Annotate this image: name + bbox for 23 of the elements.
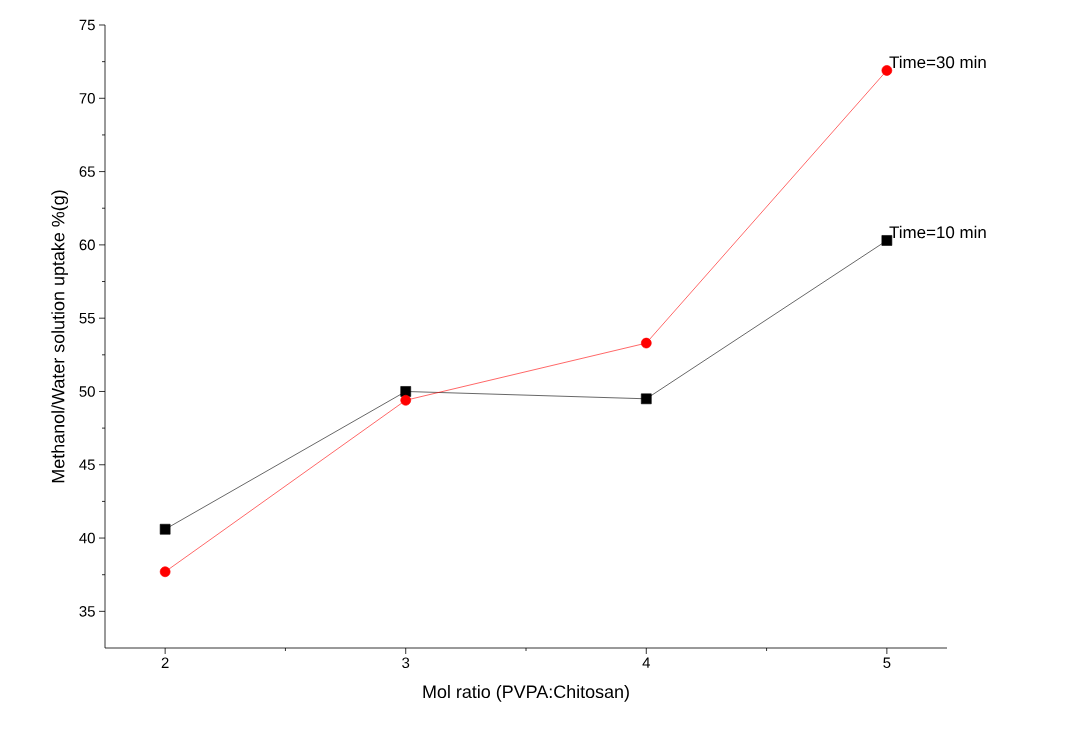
y-tick-label: 60 — [79, 239, 95, 251]
y-tick-label: 75 — [79, 19, 95, 31]
y-tick-label: 35 — [79, 606, 95, 617]
point — [400, 394, 412, 406]
series-label: Time=30 min — [889, 55, 986, 69]
y-tick-label: 40 — [79, 532, 95, 544]
y-axis-title: Methanol/Water solution uptake %(g) — [51, 190, 69, 483]
x-axis-title: Mol ratio (PVPA:Chitosan) — [423, 684, 629, 702]
y-tick-label: 70 — [79, 92, 95, 104]
point — [159, 566, 171, 578]
x-tick-label: 3 — [402, 657, 410, 669]
series-label: Time=10 min — [889, 225, 986, 239]
point — [400, 386, 412, 397]
x-tick-label: 5 — [883, 657, 891, 668]
x-tick-label: 2 — [161, 657, 169, 668]
point — [640, 337, 652, 349]
y-tick-label: 65 — [79, 166, 95, 177]
y-tick-label: 45 — [79, 459, 95, 470]
point — [640, 393, 652, 405]
x-tick-label: 4 — [642, 657, 651, 668]
y-tick-label: 50 — [79, 386, 95, 397]
point — [159, 523, 171, 535]
y-tick-label: 55 — [79, 312, 95, 324]
